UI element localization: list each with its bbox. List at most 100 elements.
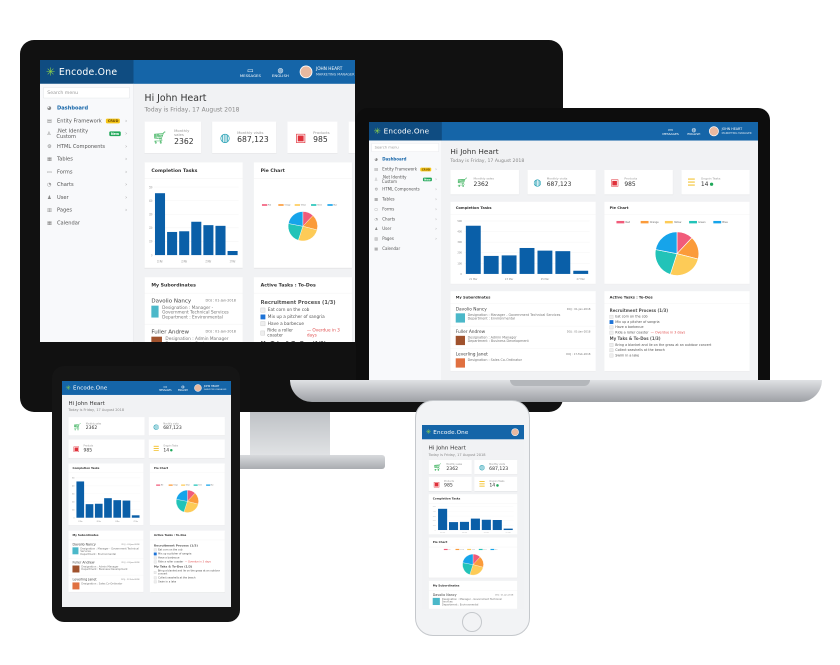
bar[interactable]: [227, 250, 238, 256]
bar[interactable]: [537, 250, 553, 274]
bar[interactable]: [438, 508, 448, 531]
sidebar-item-user[interactable]: ♟ User ›: [372, 224, 439, 234]
logo[interactable]: ✳ Encode.One: [422, 425, 469, 439]
users-icon: ♙: [374, 176, 378, 182]
bar[interactable]: [167, 231, 178, 256]
sidebar-item-pages[interactable]: ▥ Pages ›: [372, 234, 439, 244]
sidebar-item-user[interactable]: ♟ User ›: [43, 191, 129, 204]
sidebar-item-forms[interactable]: ▭ Forms ›: [43, 165, 129, 178]
todo-checkbox[interactable]: [609, 353, 614, 358]
bar[interactable]: [94, 503, 103, 518]
subordinate-item[interactable]: Davolio Nancy DOJ : 01-Jan-2018 Designatio…: [144, 293, 243, 325]
todo-checkbox[interactable]: [260, 330, 265, 336]
subordinate-item[interactable]: Fuller Andrew DOJ : 01-Jan-2018 Designatio…: [68, 558, 144, 576]
bar[interactable]: [555, 251, 571, 274]
sidebar-item-entity-framework[interactable]: ▤ Entity Framework CRUD ›: [372, 164, 439, 174]
pie-slice-blue[interactable]: [288, 211, 304, 227]
sidebar-item-entity-framework[interactable]: ▤ Entity Framework CRUD ›: [43, 114, 129, 127]
bar[interactable]: [215, 225, 226, 256]
sidebar-item-html-components[interactable]: ⚙ HTML Components ›: [43, 140, 129, 153]
bar[interactable]: [154, 193, 166, 256]
language-button[interactable]: ◍ ENGLISH: [178, 384, 188, 391]
todo-checkbox[interactable]: [260, 307, 266, 313]
bar[interactable]: [203, 225, 214, 256]
subordinate-item[interactable]: Leverling Janet DOJ : 17-Feb-2018 Designat…: [450, 349, 596, 372]
bar[interactable]: [191, 221, 202, 256]
bar[interactable]: [113, 500, 122, 518]
subordinate-item[interactable]: Fuller Andrew DOJ : 01-Jan-2018 Designatio…: [450, 326, 596, 349]
dashboard-app: ✳Encode.One ▭MESSAGES ◍ENGLISH JOHN HEAR…: [369, 122, 758, 380]
bar[interactable]: [501, 255, 517, 274]
messages-button[interactable]: ▭ MESSAGES: [159, 384, 171, 391]
bar[interactable]: [573, 270, 589, 274]
bar[interactable]: [492, 519, 502, 531]
todo-checkbox[interactable]: [609, 348, 614, 353]
todo-checkbox[interactable]: [609, 325, 614, 330]
sidebar-item-tables[interactable]: ▦ Tables ›: [43, 153, 129, 166]
todo-checkbox[interactable]: [609, 320, 614, 324]
todo-checkbox[interactable]: [609, 314, 614, 319]
bar[interactable]: [483, 255, 499, 274]
todo-checkbox[interactable]: [153, 556, 157, 560]
language-button[interactable]: ◍ ENGLISH: [272, 66, 289, 78]
search-menu-input[interactable]: Search menu: [371, 143, 439, 152]
todo-checkbox[interactable]: [609, 343, 614, 347]
todo-checkbox[interactable]: [153, 552, 157, 556]
pie-slice-blue[interactable]: [176, 489, 188, 502]
todo-checkbox[interactable]: [609, 330, 614, 335]
logo[interactable]: ✳ Encode.One: [369, 122, 442, 141]
sidebar-item-forms[interactable]: ▭ Forms ›: [372, 204, 439, 214]
bar[interactable]: [76, 481, 85, 518]
bar[interactable]: [448, 522, 459, 531]
pie-slice-blue[interactable]: [462, 553, 474, 565]
messages-button[interactable]: ▭ MESSAGES: [240, 66, 261, 78]
sidebar-item-charts[interactable]: ◔ Charts ›: [43, 178, 129, 191]
logo[interactable]: ✳ Encode.One: [40, 60, 134, 84]
todo-checkbox[interactable]: [153, 580, 157, 584]
subordinate-item[interactable]: Fuller Andrew DOJ : 01-Jan-2018 Designatio…: [145, 324, 243, 342]
sidebar-item-html-components[interactable]: ⚙ HTML Components ›: [372, 184, 439, 194]
sidebar-item-tables[interactable]: ▦ Tables ›: [372, 194, 439, 204]
designation: Designation : Admin Manager: [81, 565, 119, 569]
todo-checkbox[interactable]: [153, 548, 157, 552]
pie-slice-blue[interactable]: [655, 231, 678, 255]
language-button[interactable]: ◍ ENGLISH: [687, 126, 700, 136]
sidebar-item-pages[interactable]: ▥ Pages ›: [43, 204, 129, 217]
bar[interactable]: [470, 518, 480, 531]
bar[interactable]: [122, 500, 131, 518]
todo-checkbox[interactable]: [153, 560, 157, 564]
todo-checkbox[interactable]: [260, 314, 266, 320]
subordinate-item[interactable]: Leverling Janet DOJ : 17-Feb-2018 Designat…: [68, 575, 144, 593]
pie-slice-green[interactable]: [654, 249, 678, 275]
bar[interactable]: [503, 528, 513, 531]
subordinate-item[interactable]: Davolio Nancy DOJ : 01-Jan-2018 Designatio…: [428, 590, 518, 609]
bar[interactable]: [104, 498, 112, 518]
sidebar-item-dashboard[interactable]: ◕ Dashboard: [372, 154, 439, 164]
todo-checkbox[interactable]: [153, 571, 157, 574]
todo-checkbox[interactable]: [153, 576, 157, 580]
bar[interactable]: [459, 521, 470, 531]
sidebar-item-charts[interactable]: ◔ Charts ›: [372, 214, 439, 224]
logo[interactable]: ✳ Encode.One: [62, 381, 107, 395]
bar[interactable]: [519, 247, 535, 274]
search-menu-input[interactable]: Search menu: [43, 87, 130, 99]
bar[interactable]: [465, 225, 481, 274]
subordinate-item[interactable]: Davolio Nancy DOJ : 01-Jan-2018 Designatio…: [68, 540, 144, 559]
sidebar-item-calendar[interactable]: ▦ Calendar: [43, 216, 129, 229]
subordinate-item[interactable]: Davolio Nancy DOJ : 01-Jan-2018 Designatio…: [450, 304, 596, 327]
bar[interactable]: [481, 519, 491, 531]
bar[interactable]: [85, 504, 94, 518]
pie-slice-yellow[interactable]: [669, 253, 699, 276]
messages-button[interactable]: ▭ MESSAGES: [662, 126, 678, 136]
todo-checkbox[interactable]: [260, 321, 266, 327]
bar[interactable]: [131, 515, 140, 518]
sidebar-item-net-identity-custom[interactable]: ♙ .Net Identity Custom New ›: [372, 174, 439, 184]
sidebar-item-dashboard[interactable]: ◕ Dashboard: [43, 102, 129, 115]
sidebar-item-calendar[interactable]: ▦ Calendar: [372, 244, 439, 254]
sidebar-item-net-identity-custom[interactable]: ♙ .Net Identity Custom New ›: [43, 127, 129, 140]
bar[interactable]: [179, 231, 190, 256]
